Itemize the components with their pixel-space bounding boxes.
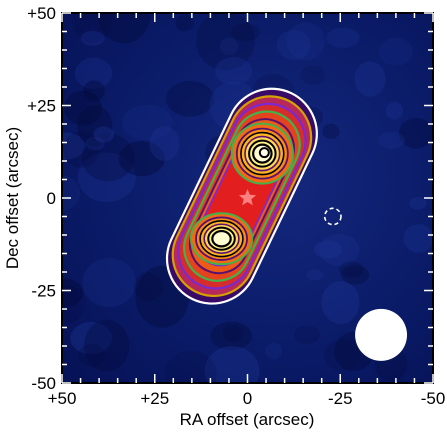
noise-blob [321,280,360,325]
noise-blob [72,13,113,43]
y-tick-label: 0 [47,189,56,208]
noise-blob [62,175,81,211]
x-tick-label: -25 [328,389,353,408]
noise-blob [175,15,194,32]
x-tick-label: -50 [421,389,446,408]
noise-blob [300,65,326,86]
noise-blob [265,342,282,360]
noise-blob [62,131,100,168]
noise-blob [97,13,151,44]
overlay-layer [238,189,408,361]
noise-blob [62,278,84,308]
noise-blob [165,80,215,117]
noise-blob [74,57,113,90]
noise-blob [403,224,433,253]
axis-ticks: +50 +25 0 -25 -50+50+250-25-50 [27,4,445,408]
noise-blob [231,23,260,42]
noise-blob [323,339,360,371]
noise-blob [62,132,86,160]
noise-blob [85,136,105,151]
plot-area [62,13,433,383]
x-axis-label: RA offset (arcsec) [180,410,315,429]
beam-ellipse [355,308,408,361]
noise-blob [84,319,130,372]
noise-blob [306,269,324,281]
x-tick-label: 0 [243,389,252,408]
noise-blob [286,22,325,61]
noise-blob [149,126,180,161]
noise-blob [118,141,165,177]
noise-blob [77,152,136,203]
noise-blob [133,272,164,301]
noise-blob [210,321,253,350]
noise-blob [326,27,360,48]
noise-blob [378,131,406,149]
noise-blob [80,30,105,46]
noise-blob [122,104,173,141]
noise-blob [293,325,321,344]
noise-blob [314,240,342,259]
y-tick-label: +25 [27,97,56,116]
x-tick-label: +25 [140,389,169,408]
noise-blob [276,29,311,60]
noise-blob [398,118,433,149]
noise-blob [195,13,255,71]
noise-blob [78,344,105,368]
peak-2-contour-6 [211,229,232,248]
noise-blob [70,322,113,355]
noise-blob [83,80,105,102]
y-tick-label: -25 [31,282,56,301]
y-tick-label: +50 [27,4,56,23]
noise-blob [409,197,427,210]
noise-blob [338,261,364,278]
noise-blob [204,346,260,383]
noise-blob [220,37,239,56]
y-tick-label: -50 [31,374,56,393]
noise-blob [62,285,86,323]
peak-1-core-contour [258,147,270,159]
noise-blob [82,257,136,308]
x-tick-label: +50 [48,389,77,408]
noise-blob [93,126,115,143]
negative-contour [323,207,342,226]
source-star-marker [238,189,257,206]
noise-blob [164,350,217,383]
noise-blob [222,324,244,343]
noise-blob [341,265,370,285]
noise-blob [322,123,340,139]
noise-blob [215,57,253,85]
noise-blob [319,233,360,266]
noise-blob [64,90,102,126]
noise-blob [354,61,386,97]
noise-blob [379,37,413,66]
noise-blob [77,105,113,147]
y-axis-label: Dec offset (arcsec) [3,127,22,269]
noise-blob [385,102,404,120]
noise-blob [81,133,135,182]
